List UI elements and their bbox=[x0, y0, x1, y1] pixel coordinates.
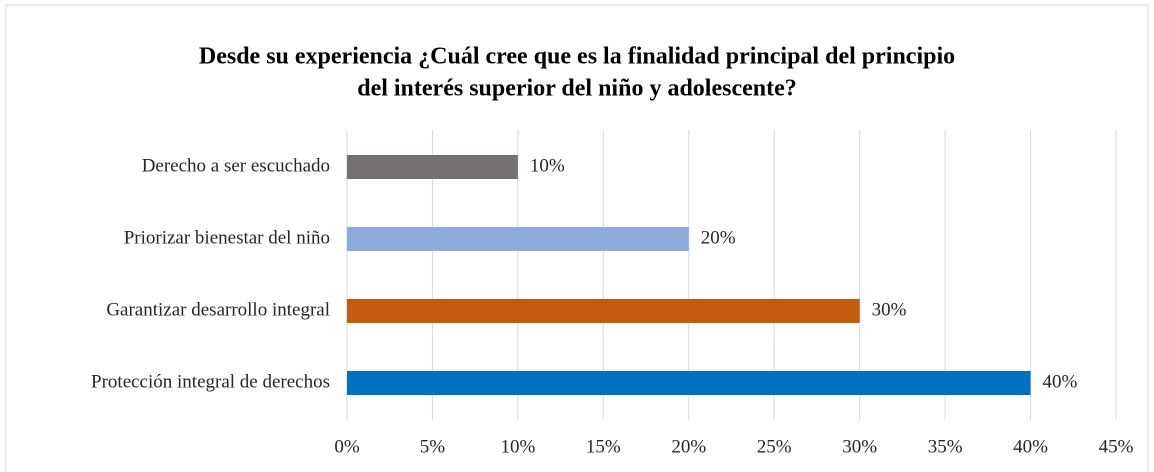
data-label: 10% bbox=[530, 155, 565, 176]
bar bbox=[347, 155, 518, 179]
y-tick-label: Garantizar desarrollo integral bbox=[106, 299, 330, 320]
y-tick-label: Protección integral de derechos bbox=[91, 371, 330, 392]
data-label: 20% bbox=[701, 227, 736, 248]
x-tick-label: 0% bbox=[334, 436, 360, 457]
chart-title: del interés superior del niño y adolesce… bbox=[357, 76, 797, 102]
x-tick-label: 35% bbox=[928, 436, 963, 457]
y-tick-label: Derecho a ser escuchado bbox=[142, 155, 330, 176]
x-tick-label: 45% bbox=[1099, 436, 1134, 457]
x-tick-label: 40% bbox=[1013, 436, 1048, 457]
y-tick-label: Priorizar bienestar del niño bbox=[124, 227, 330, 248]
x-tick-label: 10% bbox=[500, 436, 535, 457]
x-tick-label: 25% bbox=[757, 436, 792, 457]
data-label: 30% bbox=[872, 299, 907, 320]
x-tick-label: 30% bbox=[842, 436, 877, 457]
bar bbox=[347, 299, 860, 323]
chart-title: Desde su experiencia ¿Cuál cree que es l… bbox=[199, 44, 955, 70]
x-tick-label: 5% bbox=[420, 436, 446, 457]
bar bbox=[347, 371, 1031, 395]
data-label: 40% bbox=[1043, 371, 1078, 392]
bar bbox=[347, 227, 689, 251]
x-tick-label: 20% bbox=[671, 436, 706, 457]
x-tick-label: 15% bbox=[586, 436, 621, 457]
